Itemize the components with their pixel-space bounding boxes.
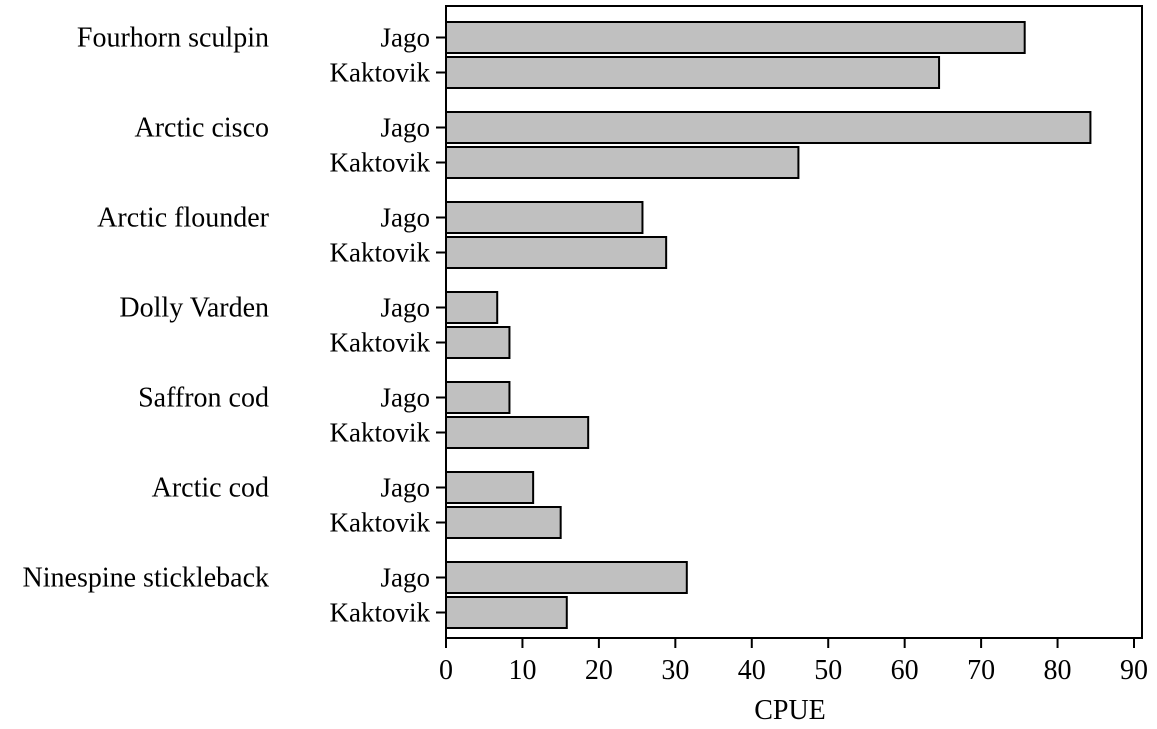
plot-frame [445, 5, 1143, 639]
bar [445, 111, 1092, 144]
x-axis-title: CPUE [754, 695, 826, 726]
bar [445, 561, 688, 594]
site-label: Kaktovik [330, 508, 431, 538]
bar [445, 506, 562, 539]
site-label: Jago [381, 203, 431, 233]
bar [445, 326, 511, 359]
x-tick-label: 70 [967, 655, 995, 686]
site-label: Kaktovik [330, 148, 431, 178]
bar [445, 471, 535, 504]
x-tick-label: 30 [661, 655, 689, 686]
x-tick-label: 80 [1044, 655, 1072, 686]
bar [445, 416, 590, 449]
site-label: Kaktovik [330, 328, 431, 358]
site-label: Jago [381, 383, 431, 413]
x-axis-ticks: 0 10 20 30 40 50 60 70 80 90 [439, 638, 1148, 686]
x-tick-label: 40 [738, 655, 766, 686]
site-label: Jago [381, 473, 431, 503]
site-label: Jago [381, 293, 431, 323]
species-label: Arctic flounder [97, 203, 269, 234]
site-label: Jago [381, 23, 431, 53]
bar [445, 21, 1026, 54]
site-label: Kaktovik [330, 598, 431, 628]
species-label: Ninespine stickleback [23, 563, 269, 594]
site-label: Kaktovik [330, 58, 431, 88]
species-label: Fourhorn sculpin [77, 23, 269, 54]
x-tick-label: 10 [508, 655, 536, 686]
bar [445, 146, 800, 179]
bar [445, 236, 668, 269]
bar [445, 291, 499, 324]
species-label: Dolly Varden [119, 293, 269, 324]
x-tick-label: 50 [814, 655, 842, 686]
bar [445, 596, 568, 629]
site-label: Jago [381, 563, 431, 593]
bar [445, 201, 644, 234]
species-label: Saffron cod [138, 383, 269, 414]
bar [445, 381, 511, 414]
bar [445, 56, 941, 89]
x-tick-label: 0 [439, 655, 453, 686]
x-tick-label: 60 [891, 655, 919, 686]
site-label: Jago [381, 113, 431, 143]
species-label: Arctic cod [152, 473, 269, 504]
x-tick-label: 90 [1120, 655, 1148, 686]
species-label: Arctic cisco [135, 113, 270, 144]
species-labels: Fourhorn sculpin Arctic cisco Arctic floun… [23, 23, 270, 594]
site-label: Kaktovik [330, 238, 431, 268]
x-tick-label: 20 [585, 655, 613, 686]
bars [445, 21, 1092, 629]
site-label: Kaktovik [330, 418, 431, 448]
y-axis-ticks: Jago Kaktovik Jago Kaktovik Jago Kaktovik Jago… [330, 23, 446, 628]
